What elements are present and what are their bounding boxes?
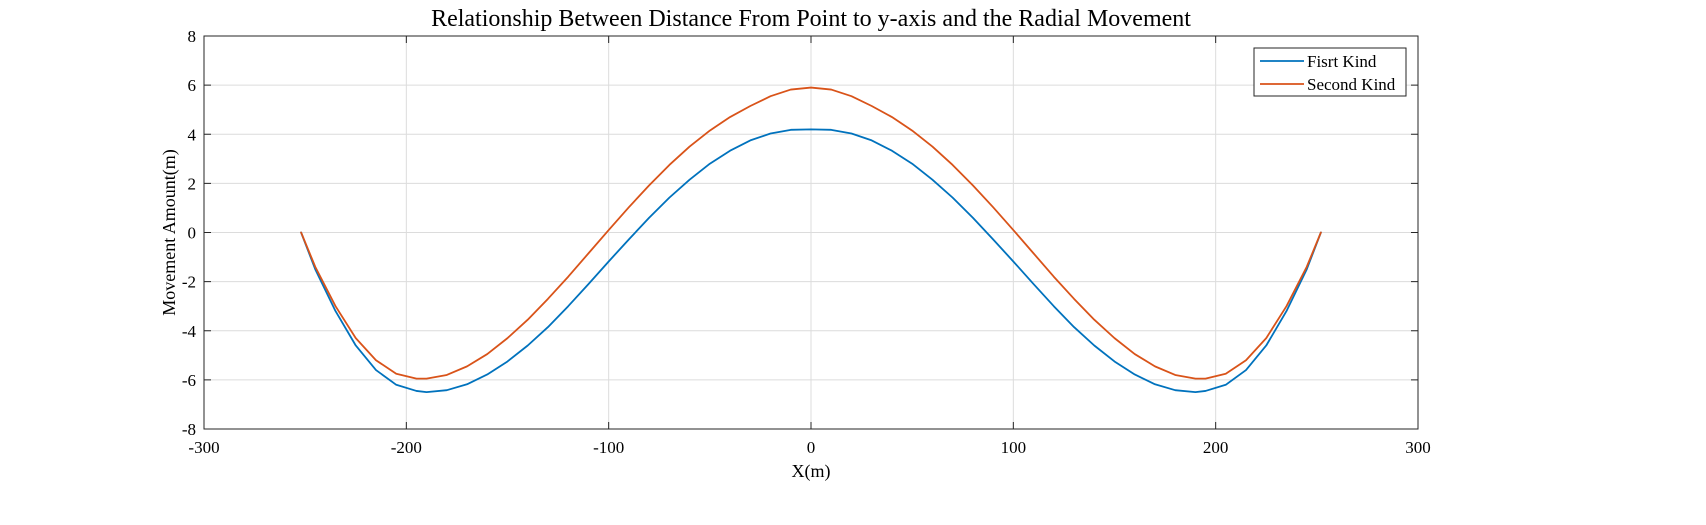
y-tick-label: -8	[182, 420, 196, 439]
series-line-second-kind	[300, 86, 1322, 380]
x-tick-label: 0	[807, 438, 816, 457]
x-tick-label: -300	[188, 438, 219, 457]
y-tick-label: -4	[182, 322, 197, 341]
y-tick-label: 8	[188, 27, 197, 46]
y-tick-labels: -8 -6 -4 -2 0 2 4 6 8	[182, 27, 197, 439]
x-tick-labels: -300 -200 -100 0 100 200 300	[188, 438, 1430, 457]
legend-label-second-kind: Second Kind	[1307, 75, 1396, 94]
series-layer	[300, 86, 1322, 394]
x-tick-label: -100	[593, 438, 624, 457]
chart-title: Relationship Between Distance From Point…	[431, 6, 1191, 32]
y-axis-label: Movement Amount(m)	[159, 149, 180, 315]
y-tick-label: 2	[188, 174, 197, 193]
x-tick-label: 300	[1405, 438, 1431, 457]
y-tick-label: 6	[188, 76, 197, 95]
y-tick-label: 4	[188, 125, 197, 144]
x-tick-label: 100	[1001, 438, 1027, 457]
legend-label-first-kind: Fisrt Kind	[1307, 52, 1377, 71]
x-axis-label: X(m)	[792, 461, 831, 482]
gridlines	[204, 36, 1418, 429]
tick-marks	[203, 35, 1419, 430]
legend-box	[1253, 47, 1407, 97]
y-tick-label: -6	[182, 371, 196, 390]
y-tick-label: -2	[182, 273, 196, 292]
y-tick-label: 0	[188, 224, 197, 243]
x-tick-label: 200	[1203, 438, 1229, 457]
legend: Fisrt Kind Second Kind	[1253, 47, 1407, 97]
series-line-first-kind	[300, 128, 1322, 394]
x-tick-label: -200	[391, 438, 422, 457]
